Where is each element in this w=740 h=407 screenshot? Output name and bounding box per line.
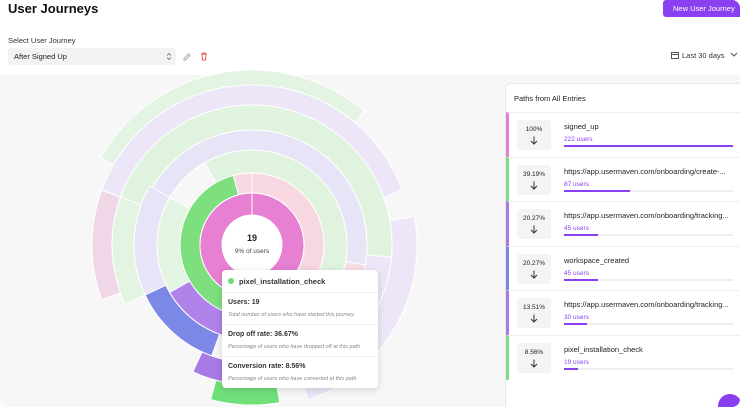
path-item: 39.19% https://app.usermaven.com/onboardi…: [506, 156, 740, 202]
path-users: 45 users: [564, 269, 589, 277]
path-users: 87 users: [564, 180, 589, 188]
progress-track: [564, 234, 733, 237]
sunburst-center: [222, 215, 282, 275]
tooltip-title: pixel_installation_check: [239, 277, 326, 286]
tooltip-row: Conversion rate: 8.56% Percentage of user…: [222, 356, 378, 389]
tooltip-row: Drop off rate: 36.67% Percentage of users…: [222, 324, 378, 357]
paths-panel: Paths from All Entries 100% signed_up 222 …: [505, 83, 740, 407]
path-item: 20.27% https://app.usermaven.com/onboardi…: [506, 201, 740, 247]
path-users: 30 users: [564, 314, 589, 322]
path-item: 100% signed_up 222 users: [506, 112, 740, 157]
path-name: pixel_installation_check: [564, 345, 643, 354]
tooltip-label: Users: 19: [228, 299, 260, 306]
share-label: 39.19%: [522, 170, 546, 178]
center-value: 19: [247, 233, 257, 243]
share-label: 8.56%: [524, 349, 544, 356]
path-name: workspace_created: [564, 255, 630, 265]
share-box: 8.56%: [517, 343, 551, 373]
center-caption: 9% of users: [235, 248, 270, 255]
tooltip-note: Percentage of users who have dropped off…: [228, 344, 361, 350]
share-box: 20.27%: [517, 253, 551, 284]
panel-title: Paths from All Entries: [514, 94, 586, 103]
share-label: 100%: [525, 126, 543, 133]
path-name: https://app.usermaven.com/onboarding/cre…: [564, 166, 726, 176]
progress-bar: [564, 368, 579, 370]
path-name: https://app.usermaven.com/onboarding/tra…: [564, 300, 729, 310]
progress-track: [564, 368, 733, 370]
progress-track: [564, 278, 733, 281]
arrow-icon: [530, 314, 538, 324]
path-name: signed_up: [564, 122, 599, 131]
progress-bar: [564, 278, 599, 281]
progress-bar: [564, 234, 599, 237]
progress-bar: [564, 323, 587, 326]
path-users: 45 users: [564, 225, 589, 233]
chevron: [730, 52, 737, 57]
arrow-icon: [530, 136, 538, 145]
progress-bar: [564, 145, 733, 147]
calendar-icon: [671, 52, 679, 59]
path-name: https://app.usermaven.com/onboarding/tra…: [564, 211, 729, 221]
delete-icon[interactable]: [199, 51, 209, 62]
progress-track: [564, 323, 733, 326]
tooltip-note: Total number of users who have started t…: [228, 312, 355, 318]
date-range-text: Last 30 days: [682, 51, 725, 60]
share-label: 20.27%: [522, 215, 546, 223]
date-range[interactable]: Last 30 days: [671, 51, 738, 63]
tooltip-row: Users: 19 Total number of users who have …: [222, 292, 378, 325]
share-box: 39.19%: [517, 164, 551, 195]
tooltip-note: Percentage of users who have converted a…: [228, 376, 357, 382]
tooltip-label: Conversion rate: 8.56%: [228, 363, 306, 370]
page-title: User Journeys: [8, 1, 99, 16]
sunburst-segment: [91, 189, 122, 301]
arrow-icon: [530, 270, 538, 279]
path-item: 13.51% https://app.usermaven.com/onboardi…: [506, 290, 740, 336]
share-label: 13.51%: [522, 304, 546, 312]
new-journey-button[interactable]: New User Journey: [663, 0, 740, 17]
share-label: 20.27%: [522, 259, 546, 267]
path-item: 20.27% workspace_created 45 users: [506, 245, 740, 291]
select-value: After Signed Up: [14, 52, 67, 61]
tooltip-label: Drop off rate: 36.67%: [228, 331, 299, 338]
share-box: 100%: [517, 120, 551, 150]
tooltip-dot: [228, 278, 234, 284]
path-users: 19 users: [564, 359, 589, 366]
select-arrows: [166, 52, 172, 61]
arrow-icon: [530, 225, 538, 234]
share-box: 13.51%: [517, 298, 551, 329]
tooltip: pixel_installation_check Users: 19 Total …: [222, 270, 378, 388]
chat-button[interactable]: [716, 392, 740, 407]
path-users: 222 users: [564, 136, 593, 143]
path-item: 8.56% pixel_installation_check 19 users: [506, 335, 740, 380]
journey-select[interactable]: After Signed Up: [8, 48, 176, 65]
arrow-icon: [530, 181, 538, 190]
arrow-icon: [530, 359, 538, 368]
share-box: 20.27%: [517, 209, 551, 240]
progress-track: [564, 189, 733, 192]
edit-icon[interactable]: [182, 52, 192, 62]
select-label: Select User Journey: [8, 36, 76, 45]
progress-bar: [564, 189, 631, 192]
